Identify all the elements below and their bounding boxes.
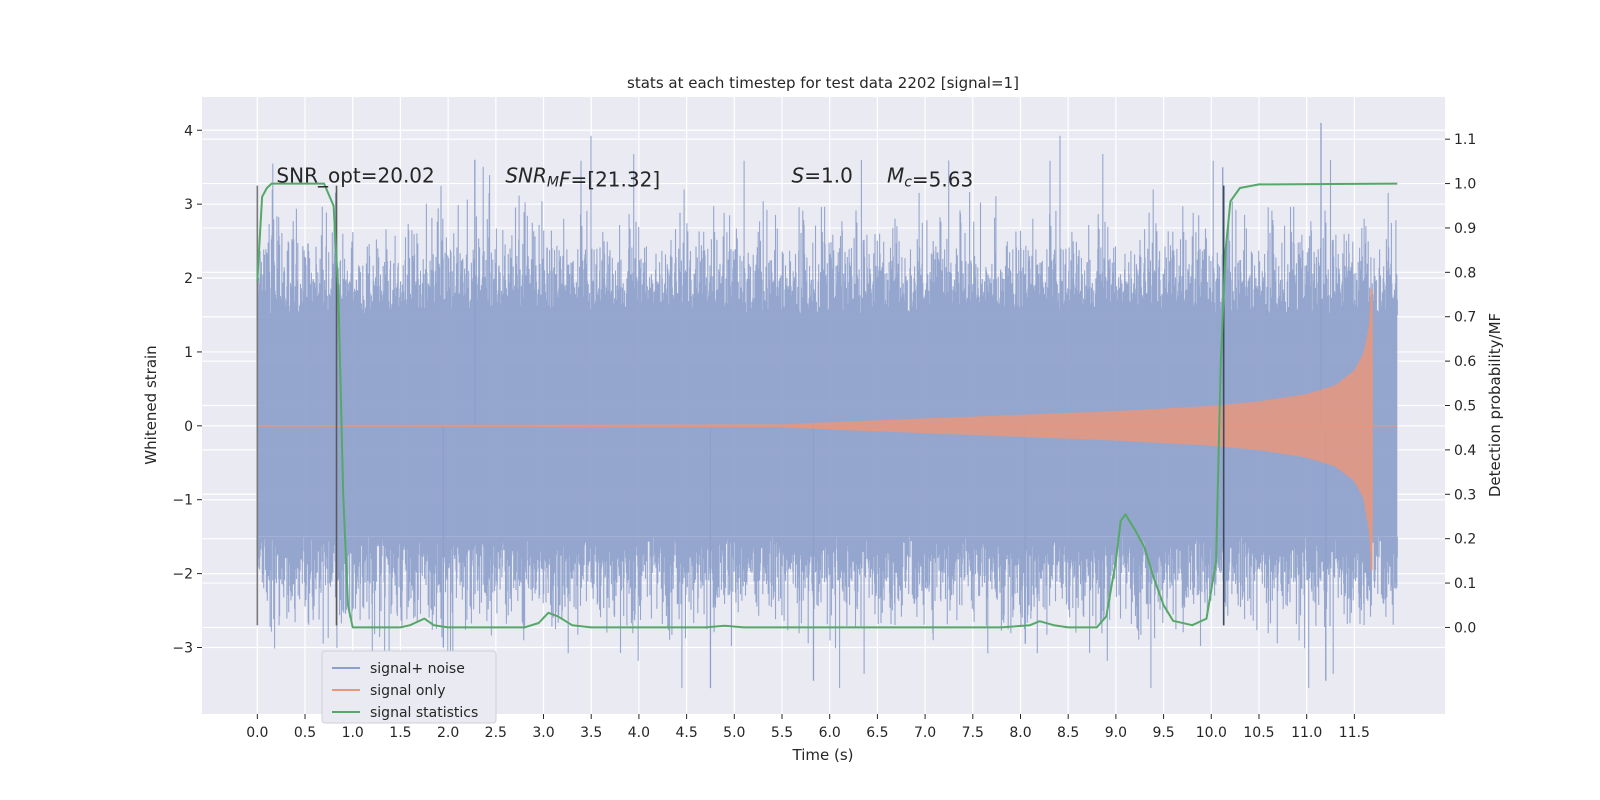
y-tick-label: 4 bbox=[184, 123, 193, 139]
x-tick-label: 3.5 bbox=[580, 725, 602, 741]
y2-tick-label: 0.7 bbox=[1454, 310, 1476, 326]
legend-label: signal+ noise bbox=[370, 661, 465, 677]
y-axis-ticks: 4 3 2 1 0 −1 −2 −3 bbox=[172, 123, 202, 656]
signal-statistics-series bbox=[256, 182, 1398, 629]
x-tick-label: 1.0 bbox=[342, 725, 364, 741]
x-tick-label: 0.0 bbox=[246, 725, 268, 741]
annotation-snr-mf: SNRMF=[21.32] bbox=[505, 164, 660, 192]
x-tick-label: 10.5 bbox=[1243, 725, 1274, 741]
legend-label: signal statistics bbox=[370, 705, 478, 721]
annotation-s-value: S=1.0 bbox=[792, 164, 853, 188]
y2-tick-label: 0.8 bbox=[1454, 265, 1476, 281]
y-axis-label: Whitened strain bbox=[142, 345, 160, 464]
x-tick-label: 1.5 bbox=[389, 725, 411, 741]
y2-axis-ticks: 1.1 1.0 0.9 0.8 0.7 0.6 0.5 0.4 0.3 0.2 0.1 0.0 bbox=[1445, 132, 1476, 636]
x-tick-label: 4.5 bbox=[675, 725, 697, 741]
x-tick-label: 5.0 bbox=[723, 725, 745, 741]
x-tick-label: 8.0 bbox=[1009, 725, 1031, 741]
x-tick-label: 7.5 bbox=[962, 725, 984, 741]
y2-tick-label: 0.6 bbox=[1454, 354, 1476, 370]
x-tick-label: 2.0 bbox=[437, 725, 459, 741]
y-tick-label: 1 bbox=[184, 345, 193, 361]
x-tick-label: 7.0 bbox=[914, 725, 936, 741]
y-tick-label: −3 bbox=[172, 640, 193, 656]
y2-tick-label: 0.0 bbox=[1454, 620, 1476, 636]
y-tick-label: 3 bbox=[184, 197, 193, 213]
y2-tick-label: 1.1 bbox=[1454, 132, 1476, 148]
x-tick-label: 6.0 bbox=[819, 725, 841, 741]
x-tick-label: 9.5 bbox=[1152, 725, 1174, 741]
y2-tick-label: 0.4 bbox=[1454, 443, 1476, 459]
chirp-envelope bbox=[257, 289, 1372, 570]
y2-axis-label: Detection probability/MF bbox=[1486, 313, 1504, 497]
y2-tick-label: 1.0 bbox=[1454, 177, 1476, 193]
x-tick-label: 11.5 bbox=[1339, 725, 1370, 741]
x-tick-label: 3.0 bbox=[532, 725, 554, 741]
x-axis-ticks: 0.0 0.5 1.0 1.5 2.0 2.5 3.0 3.5 4.0 4.5 5.0 5.5 6.0 6… bbox=[246, 714, 1370, 741]
signal-only-series bbox=[257, 289, 1398, 570]
x-tick-label: 2.5 bbox=[485, 725, 507, 741]
x-tick-label: 10.0 bbox=[1196, 725, 1227, 741]
x-tick-label: 11.0 bbox=[1291, 725, 1322, 741]
x-tick-label: 4.0 bbox=[628, 725, 650, 741]
y-tick-label: 2 bbox=[184, 271, 193, 287]
chart-title: stats at each timestep for test data 220… bbox=[627, 74, 1019, 92]
y2-tick-label: 0.5 bbox=[1454, 399, 1476, 415]
y-tick-label: 0 bbox=[184, 419, 193, 435]
legend-box bbox=[321, 650, 497, 724]
x-axis-label: Time (s) bbox=[792, 746, 854, 764]
y2-tick-label: 0.1 bbox=[1454, 576, 1476, 592]
x-tick-label: 5.5 bbox=[771, 725, 793, 741]
y2-tick-label: 0.9 bbox=[1454, 221, 1476, 237]
legend-label: signal only bbox=[370, 683, 445, 699]
x-tick-label: 8.5 bbox=[1057, 725, 1079, 741]
annotations: SNR_opt=20.02 SNRMF=[21.32] S=1.0 Mc=5.63 bbox=[276, 164, 973, 192]
annotation-snr-opt: SNR_opt=20.02 bbox=[276, 164, 434, 188]
y-tick-label: −1 bbox=[172, 493, 193, 509]
signal-statistics-line bbox=[256, 182, 1398, 629]
x-tick-label: 0.5 bbox=[294, 725, 316, 741]
legend: signal+ noise signal only signal statistic… bbox=[321, 650, 497, 724]
x-tick-label: 6.5 bbox=[866, 725, 888, 741]
y2-tick-label: 0.2 bbox=[1454, 532, 1476, 548]
y-tick-label: −2 bbox=[172, 567, 193, 583]
y2-tick-label: 0.3 bbox=[1454, 487, 1476, 503]
annotation-mc-value: Mc=5.63 bbox=[887, 164, 973, 192]
x-tick-label: 9.0 bbox=[1105, 725, 1127, 741]
